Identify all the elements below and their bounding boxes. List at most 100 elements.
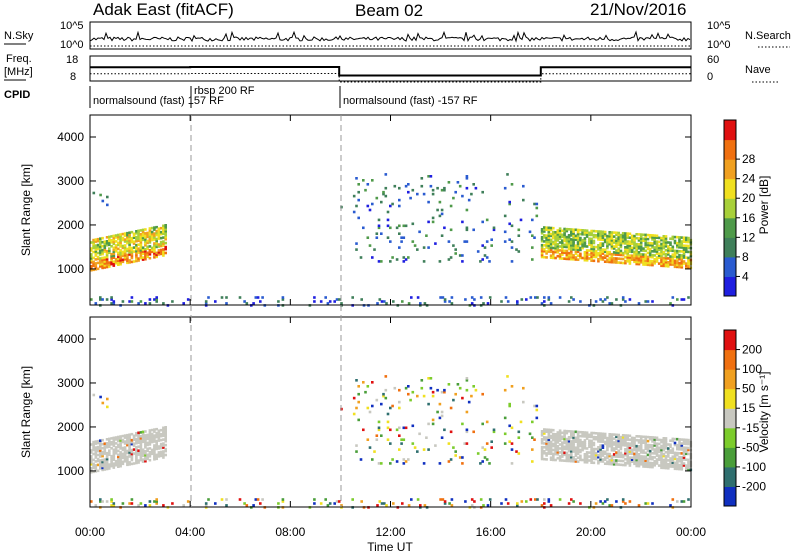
echo-cell (543, 300, 546, 303)
echo-cell (465, 388, 469, 392)
echo-cell (137, 433, 140, 437)
echo-cell (599, 236, 602, 239)
echo-cell (128, 237, 131, 240)
echo-cell (599, 458, 602, 461)
echo-cell (664, 264, 668, 268)
echo-cell (101, 260, 104, 264)
echo-cell (633, 438, 636, 442)
echo-cell (148, 447, 152, 450)
echo-cell (447, 240, 451, 243)
echo-cell (328, 300, 332, 303)
echo-cell (657, 248, 661, 252)
echo-cell (619, 439, 623, 443)
echo-cell (99, 498, 102, 501)
echo-cell (628, 450, 632, 453)
echo-cell (517, 436, 521, 439)
echo-cell (90, 259, 93, 262)
echo-cell (510, 448, 514, 451)
echo-cell (380, 434, 383, 437)
echo-cell (678, 261, 681, 265)
echo-cell (117, 233, 120, 237)
echo-cell (485, 256, 489, 259)
echo-cell (615, 243, 618, 246)
echo-cell (585, 245, 589, 248)
echo-cell (676, 263, 679, 267)
echo-cell (558, 233, 562, 236)
echo-cell (642, 247, 645, 250)
echo-cell (561, 437, 564, 441)
echo-cell (380, 462, 383, 465)
echo-cell (617, 437, 620, 441)
echo-cell (447, 258, 451, 261)
echo-cell (648, 234, 652, 237)
echo-cell (99, 265, 102, 268)
echo-cell (108, 261, 111, 264)
echo-cell (159, 248, 163, 252)
echo-cell (402, 224, 406, 228)
echo-cell (128, 443, 131, 446)
echo-cell (563, 441, 566, 445)
echo-cell (678, 250, 681, 253)
echo-cell (146, 437, 149, 441)
echo-cell (570, 232, 573, 235)
echo-cell (583, 433, 587, 436)
echo-cell (123, 240, 127, 243)
echo-cell (132, 452, 136, 455)
echo-cell (94, 250, 98, 253)
echo-cell (90, 443, 93, 446)
echo-cell (583, 243, 587, 246)
echo-cell (517, 430, 521, 434)
echo-cell (447, 383, 451, 386)
echo-cell (653, 262, 656, 265)
echo-cell (517, 250, 521, 253)
echo-cell (153, 454, 156, 457)
nave-tick-top: 60 (707, 54, 719, 66)
echo-cell (547, 446, 551, 449)
echo-cell (126, 259, 129, 263)
echo-cell (653, 438, 656, 441)
echo-cell (608, 438, 611, 442)
echo-cell (139, 448, 143, 452)
echo-cell (467, 400, 471, 404)
echo-cell (558, 459, 562, 462)
echo-cell (630, 236, 634, 240)
echo-cell (673, 259, 677, 263)
echo-cell (516, 504, 519, 507)
echo-cell (633, 254, 636, 258)
echo-cell (610, 449, 614, 452)
echo-cell (137, 504, 140, 507)
echo-cell (651, 455, 654, 459)
echo-cell (608, 454, 611, 458)
echo-cell (633, 460, 636, 464)
echo-cell (549, 446, 553, 450)
echo-cell (644, 241, 647, 245)
echo-cell (105, 438, 109, 441)
echo-cell (90, 261, 93, 264)
echo-cell (603, 250, 607, 254)
echo-cell (567, 436, 571, 439)
echo-cell (612, 453, 616, 456)
echo-cell (676, 257, 679, 261)
echo-cell (563, 451, 566, 455)
echo-cell (510, 246, 514, 249)
echo-cell (144, 257, 147, 261)
echo-cell (552, 246, 555, 250)
echo-cell (114, 240, 118, 243)
echo-cell (637, 254, 641, 258)
echo-cell (90, 253, 93, 256)
echo-cell (540, 249, 544, 253)
echo-cell (94, 258, 98, 261)
echo-cell (660, 454, 663, 458)
colorbar-frame (723, 329, 737, 507)
echo-cell (128, 247, 131, 250)
echo-cell (633, 246, 636, 250)
echo-cell (621, 453, 625, 457)
echo-cell (540, 247, 544, 251)
echo-cell (660, 462, 663, 466)
echo-cell (671, 455, 675, 458)
echo-cell (126, 253, 129, 257)
echo-cell (121, 434, 125, 438)
colorbar-swatch (724, 349, 736, 370)
echo-cell (608, 236, 611, 240)
